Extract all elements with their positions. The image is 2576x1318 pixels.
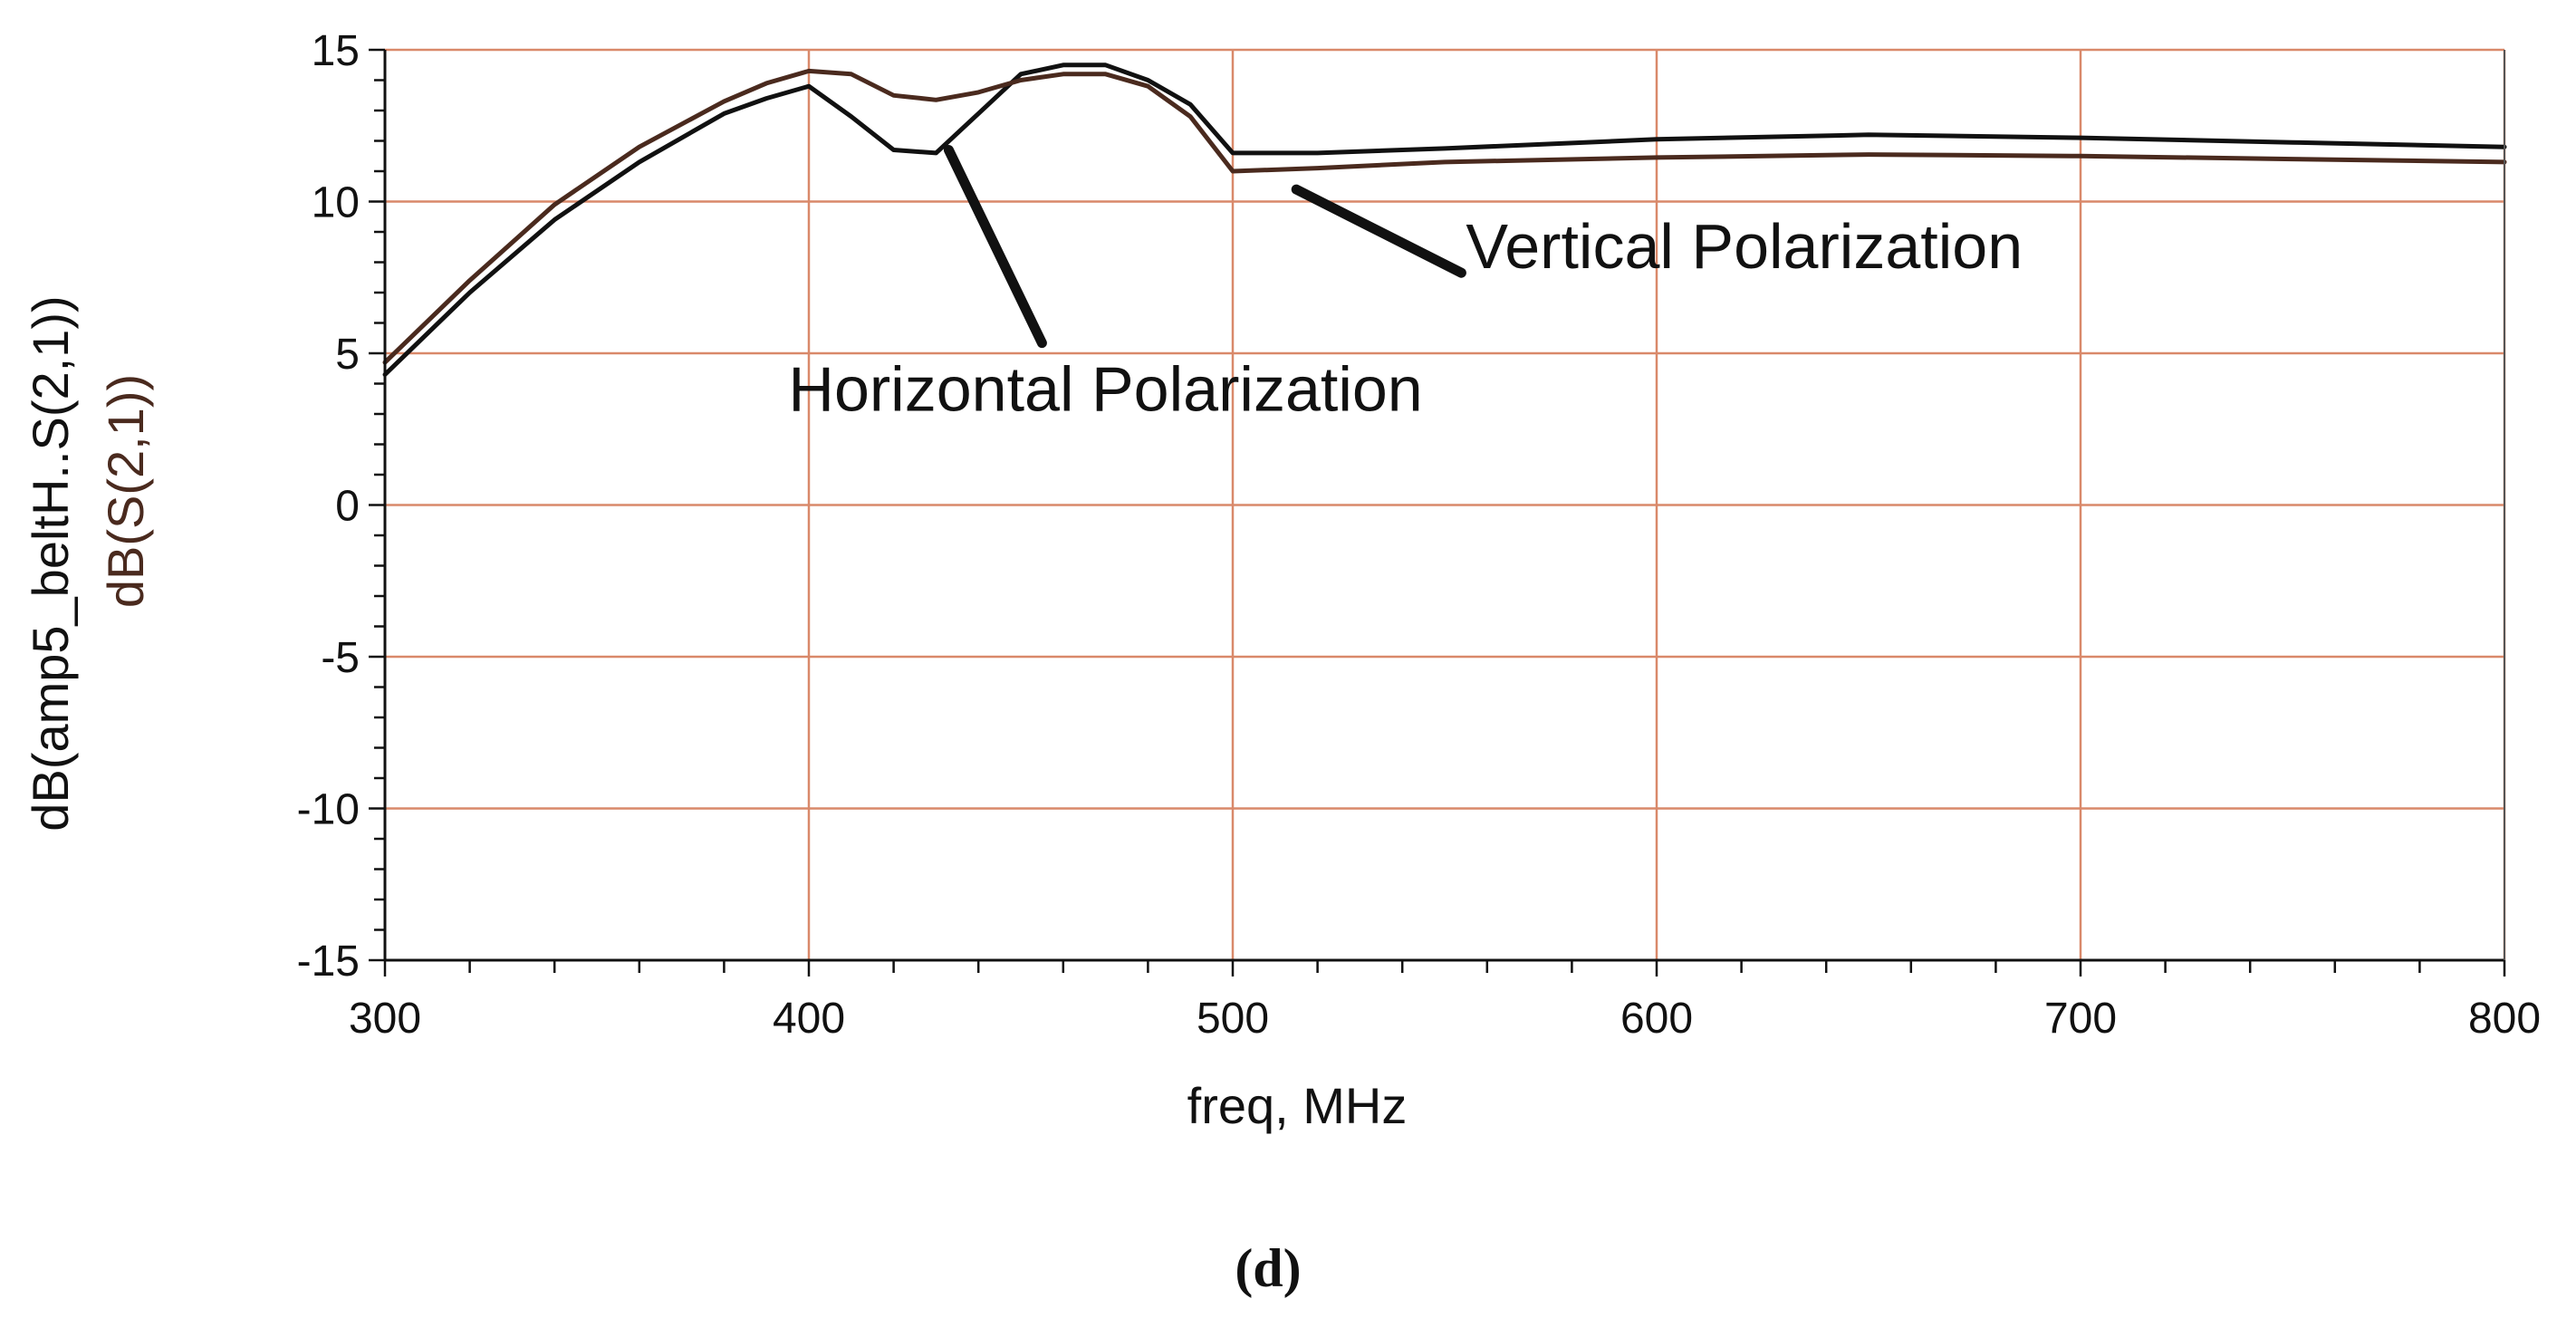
series-line-1 [382,63,2507,377]
y-tick-label: -15 [297,938,360,986]
y-tick-label: 0 [335,483,360,531]
panel-label: (d) [1235,1238,1301,1298]
axis-ticks: 300 400 500 600 700 800 15 10 5 0 -5 -10 -15 [297,27,2541,1043]
annotations: Horizontal Polarization Vertical Polariza… [788,145,2023,425]
x-tick-label: 800 [2468,995,2541,1043]
x-axis-title: freq, MHz [1187,1077,1408,1134]
y-tick-label: 5 [335,331,360,379]
y-tick-label: 10 [312,179,360,227]
annotation-label: Vertical Polarization [1466,211,2023,282]
y-axis-title-series-2: dB(S(2,1)) [97,374,154,608]
x-tick-label: 600 [1620,995,1693,1043]
x-tick-label: 400 [773,995,845,1043]
x-tick-label: 500 [1197,995,1269,1043]
y-tick-label: 15 [312,27,360,75]
grid [385,48,2506,960]
y-tick-label: -5 [321,634,360,682]
series-line-2 [382,68,2507,365]
annotation-label: Horizontal Polarization [788,354,1422,425]
y-tick-label: -10 [297,786,360,834]
annotation-pointer [1291,184,1466,278]
annotation-pointer [943,145,1047,349]
x-tick-label: 700 [2044,995,2117,1043]
x-tick-label: 300 [349,995,421,1043]
series-layer [382,63,2507,377]
y-axis-title-series-1: dB(amp5_beltH..S(2,1)) [22,295,79,831]
